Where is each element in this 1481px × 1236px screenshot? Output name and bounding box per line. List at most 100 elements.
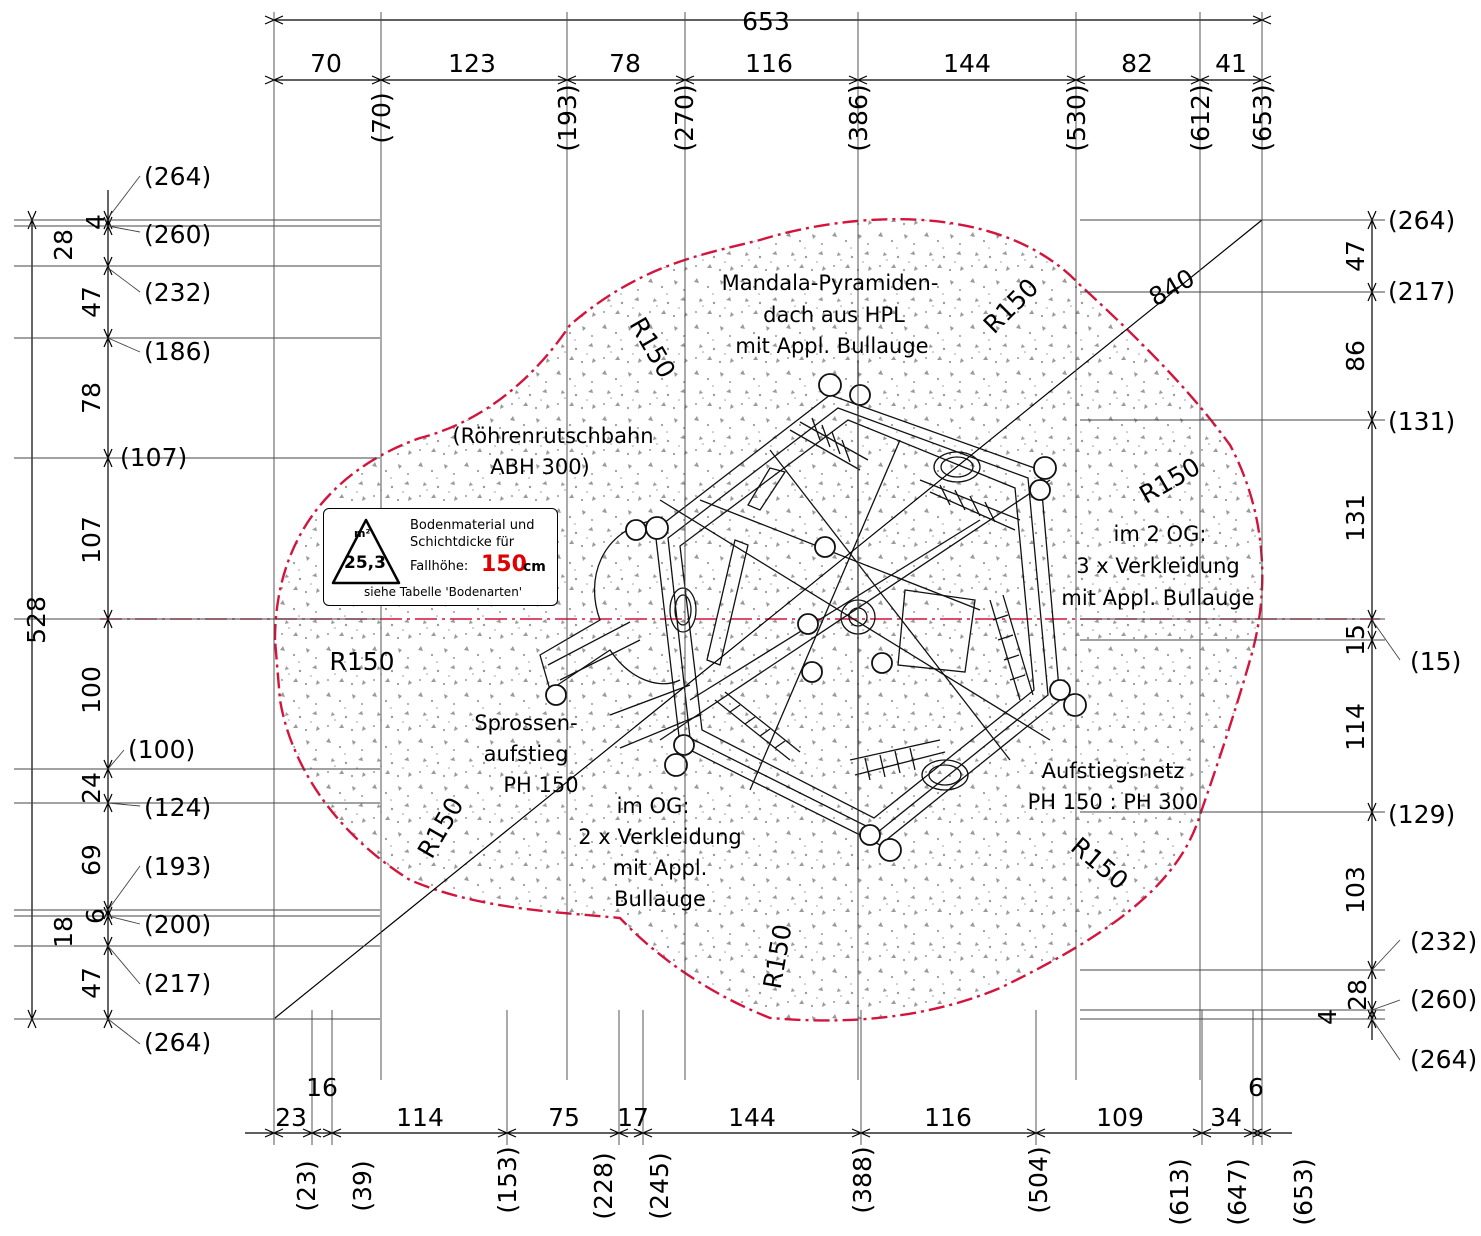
dim-total-width: 653 — [742, 7, 790, 36]
ladder-label-line: aufstieg — [484, 742, 569, 766]
dim-right-pos: (264) — [1388, 206, 1455, 235]
dim-bottom-seg: 114 — [396, 1103, 444, 1132]
dim-top-pos: (270) — [670, 84, 699, 151]
radius-label: R150 — [329, 647, 394, 676]
dim-bottom-seg: 109 — [1096, 1103, 1144, 1132]
dim-top-pos: (653) — [1248, 84, 1277, 151]
dim-bottom-pos: (228) — [589, 1152, 618, 1219]
dim-right-seg: 131 — [1341, 494, 1370, 542]
ladder-label-line: Sprossen- — [474, 711, 577, 735]
diagonal-dimension: 840 — [1144, 263, 1200, 312]
og-label-line: mit Appl. — [613, 856, 708, 880]
dim-top-seg: 116 — [745, 49, 793, 78]
leader-line — [107, 175, 141, 219]
surface-material-legend: m² 25,3 Bodenmaterial und Schichtdicke f… — [323, 508, 558, 606]
dim-top-pos: (530) — [1062, 84, 1091, 151]
dim-left-seg: 78 — [77, 382, 106, 414]
dim-top-seg: 82 — [1121, 49, 1153, 78]
legend-line: Bodenmaterial und — [410, 518, 535, 533]
dim-bottom-pos: (504) — [1024, 1146, 1053, 1213]
leader-line — [107, 337, 141, 353]
bottom-dimensions: 23 16 114 75 17 144 116 109 34 6 (23) (3… — [275, 1073, 1318, 1226]
dim-right-seg: 15 — [1341, 624, 1370, 656]
net-label-line: PH 150 : PH 300 — [1028, 790, 1199, 814]
dim-top-pos: (386) — [844, 84, 873, 151]
legend-line: siehe Tabelle 'Bodenarten' — [364, 585, 523, 599]
og-label-line: 2 x Verkleidung — [578, 825, 741, 849]
dim-right-seg: 28 — [1343, 979, 1372, 1011]
og2-label-line: 3 x Verkleidung — [1076, 554, 1239, 578]
dim-right-seg: 103 — [1341, 866, 1370, 914]
dim-bottom-seg: 16 — [306, 1073, 338, 1102]
roof-label-line: Mandala-Pyramiden- — [722, 271, 939, 295]
dim-left-pos: (124) — [144, 793, 211, 822]
leader-line — [107, 915, 141, 925]
diagonal-dimension-line — [274, 219, 1263, 1019]
og-label-line: Bullauge — [614, 887, 706, 911]
dim-left-pos: (100) — [128, 735, 195, 764]
dim-bottom-pos: (653) — [1289, 1158, 1318, 1225]
dim-right-pos: (264) — [1410, 1045, 1477, 1074]
dim-left-seg: 47 — [77, 286, 106, 318]
dim-left-pos: (193) — [144, 852, 211, 881]
leader-line — [107, 1018, 141, 1045]
dim-top-pos: (612) — [1186, 84, 1215, 151]
dim-bottom-pos: (613) — [1165, 1158, 1194, 1225]
leader-line — [107, 802, 141, 807]
dim-bottom-seg: 23 — [275, 1103, 307, 1132]
play-tower-structure — [539, 360, 1087, 870]
leader-line — [107, 945, 141, 985]
og2-label-line: mit Appl. Bullauge — [1061, 586, 1254, 610]
og-label-line: im OG: — [617, 794, 690, 818]
dim-right-pos: (217) — [1388, 277, 1455, 306]
dim-bottom-pos: (23) — [292, 1160, 321, 1211]
leader-line — [1371, 939, 1401, 971]
dim-bottom-pos: (39) — [348, 1160, 377, 1211]
dim-left-seg: 4 — [81, 214, 110, 230]
fall-height-unit: cm — [523, 559, 546, 575]
og2-label-line: im 2 OG: — [1114, 522, 1207, 546]
leader-line — [107, 749, 125, 770]
dim-bottom-seg: 75 — [548, 1103, 580, 1132]
dim-top-pos: (70) — [367, 92, 396, 143]
dim-left-seg: 107 — [77, 516, 106, 564]
left-dimensions: 528 4 28 47 78 107 100 24 69 6 18 47 (26… — [22, 162, 211, 1057]
dim-left-seg: 6 — [81, 908, 110, 924]
dim-bottom-pos: (153) — [493, 1146, 522, 1213]
dim-top-pos: (193) — [553, 84, 582, 151]
dim-bottom-seg: 34 — [1210, 1103, 1242, 1132]
dim-left-pos: (264) — [144, 162, 211, 191]
dim-right-pos: (232) — [1410, 927, 1477, 956]
dim-top-seg: 123 — [448, 49, 496, 78]
dim-bottom-pos: (388) — [848, 1146, 877, 1213]
dim-left-seg: 18 — [49, 916, 78, 948]
leader-line — [1371, 999, 1401, 1011]
extension-lines — [14, 12, 1401, 1145]
dim-top-seg: 144 — [943, 49, 991, 78]
dim-right-pos: (131) — [1388, 407, 1455, 436]
dim-left-pos: (186) — [144, 337, 211, 366]
dim-bottom-seg: 116 — [924, 1103, 972, 1132]
dim-bottom-pos: (647) — [1223, 1158, 1252, 1225]
dim-left-seg: 47 — [77, 967, 106, 999]
dim-left-seg: 69 — [77, 844, 106, 876]
leader-line — [1371, 1018, 1401, 1061]
top-dimensions: 653 70 123 78 116 144 82 41 (70) (193) (… — [310, 7, 1277, 152]
ladder-label-line: PH 150 — [503, 773, 578, 797]
dim-left-pos: (107) — [120, 443, 187, 472]
dim-left-seg: 100 — [77, 666, 106, 714]
leader-line — [107, 267, 141, 293]
roof-label-line: dach aus HPL — [763, 303, 905, 327]
dim-bottom-seg: 17 — [617, 1103, 649, 1132]
area-value: 25,3 — [344, 553, 386, 573]
dim-right-seg: 114 — [1341, 703, 1370, 751]
dim-top-seg: 78 — [609, 49, 641, 78]
annotations: Mandala-Pyramiden- dach aus HPL mit Appl… — [452, 271, 1254, 911]
roof-label-line: mit Appl. Bullauge — [735, 334, 928, 358]
dim-total-depth: 528 — [22, 596, 51, 644]
warning-triangle-icon — [331, 518, 401, 585]
legend-line: Fallhöhe: — [410, 559, 469, 574]
slide-label-line: (Röhrenrutschbahn — [452, 424, 653, 448]
slide-label-line: ABH 300) — [490, 455, 590, 479]
